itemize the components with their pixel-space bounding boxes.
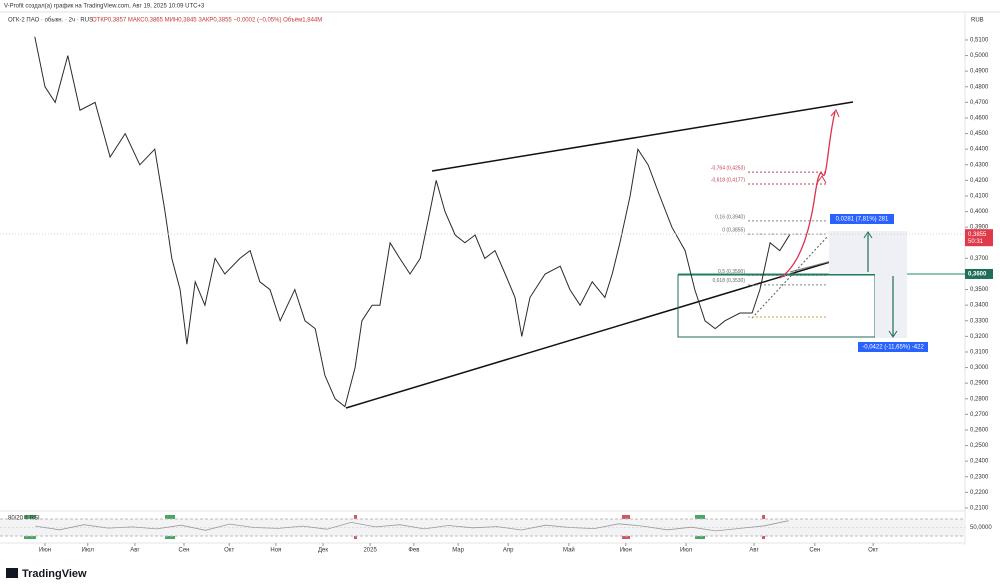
y-tick-label: 0,2400	[970, 459, 989, 465]
arrow-head	[863, 231, 873, 239]
forecast-path	[779, 111, 836, 279]
y-tick-label: 0,3700	[970, 256, 989, 262]
fib-label: 0,5 (0,3590)	[718, 269, 745, 275]
y-tick-label: 0,4200	[970, 178, 989, 184]
y-tick-label: 0,3100	[970, 350, 989, 356]
fib-base-line	[751, 235, 829, 319]
measure-up-label-bg	[830, 214, 894, 224]
lower-trendline	[345, 261, 831, 409]
y-tick-label: 0,4500	[970, 131, 989, 137]
y-tick-label: 0,4300	[970, 162, 989, 168]
fib-label: -0,764 (0,4253)	[711, 165, 746, 171]
fib-label: 0,16 (0,3940)	[715, 214, 745, 220]
fib-label: 0,618 (0,3530)	[712, 278, 745, 284]
measure-down-box	[875, 274, 907, 338]
x-tick-label: Окт	[224, 548, 234, 554]
y-tick-label: 0,2900	[970, 381, 989, 387]
last-price: 0,3855	[968, 232, 987, 238]
x-tick-label: Июн	[620, 548, 632, 554]
arrow-head	[830, 109, 840, 118]
y-tick-label: 0,4400	[970, 147, 989, 153]
logo-icon	[6, 568, 18, 578]
y-tick-label: 0,2200	[970, 490, 989, 496]
x-tick-label: Окт	[868, 548, 878, 554]
measure-up-label: 0,0281 (7,81%) 281	[836, 217, 889, 223]
y-tick-label: 0,4100	[970, 194, 989, 200]
x-tick-label: Сен	[809, 548, 820, 554]
y-tick-label: 0,2600	[970, 428, 989, 434]
symbol: ОГК-2 ПАО · обыкн. · 2ч · RUS	[8, 18, 93, 24]
y-tick-label: 0,2300	[970, 474, 989, 480]
y-tick-label: 0,4900	[970, 69, 989, 75]
level-price: 0,3600	[968, 272, 987, 278]
x-tick-label: Июл	[82, 548, 95, 554]
y-tick-label: 0,4700	[970, 100, 989, 106]
currency: RUB	[971, 18, 984, 24]
x-tick-label: Июл	[680, 548, 693, 554]
y-tick-label: 0,2700	[970, 412, 989, 418]
x-tick-label: Авг	[749, 548, 759, 554]
y-tick-label: 0,4600	[970, 116, 989, 122]
arrow-head	[888, 330, 898, 338]
arrow-head	[816, 175, 827, 184]
x-tick-label: Авг	[130, 548, 140, 554]
y-tick-label: 0,3500	[970, 287, 989, 293]
measure-down-label: -0,0422 (-11,65%) -422	[862, 345, 924, 351]
logo: TradingView	[22, 568, 87, 580]
y-tick-label: 0,4800	[970, 84, 989, 90]
x-tick-label: Май	[563, 547, 575, 554]
y-tick-label: 0,2500	[970, 443, 989, 449]
price-line	[35, 520, 789, 532]
y-tick-label: 0,5000	[970, 53, 989, 59]
fib-label: -0,618 (0,4177)	[711, 177, 746, 183]
x-tick-label: Мар	[452, 548, 464, 554]
credit: V-Profit создал(а) график на TradingView…	[4, 4, 205, 10]
y-tick-label: 0,3300	[970, 318, 989, 324]
x-tick-label: Дек	[318, 548, 328, 554]
price-line	[34, 36, 791, 408]
measure-down-label-bg	[858, 342, 928, 352]
ohlc: ОТКР0,3857 МАКС0,3865 МИН0,3845 ЗАКР0,38…	[92, 18, 322, 24]
x-tick-label: Фев	[408, 548, 419, 554]
last-price-timer: 50:31	[968, 239, 984, 245]
fib-label: 0 (0,3855)	[722, 228, 745, 234]
x-tick-label: Апр	[503, 548, 514, 554]
y-tick-label: 0,3200	[970, 334, 989, 340]
x-tick-label: Ноя	[270, 548, 281, 554]
y-tick-label: 0,2100	[970, 506, 989, 512]
rsi-tick-label: 50,0000	[970, 525, 992, 531]
y-tick-label: 0,3000	[970, 365, 989, 371]
y-tick-label: 0,3400	[970, 303, 989, 309]
rsi-title: 80/20 4 RSI	[8, 516, 40, 522]
y-tick-label: 0,3900	[970, 225, 989, 231]
x-tick-label: 2025	[363, 548, 377, 554]
upper-trendline	[431, 101, 854, 172]
y-tick-label: 0,5100	[970, 38, 989, 44]
y-tick-label: 0,2800	[970, 396, 989, 402]
level-price-box	[965, 268, 993, 279]
y-tick-label: 0,4000	[970, 209, 989, 215]
last-price-box	[965, 229, 993, 247]
x-tick-label: Июн	[39, 548, 51, 554]
x-tick-label: Сен	[179, 548, 190, 554]
